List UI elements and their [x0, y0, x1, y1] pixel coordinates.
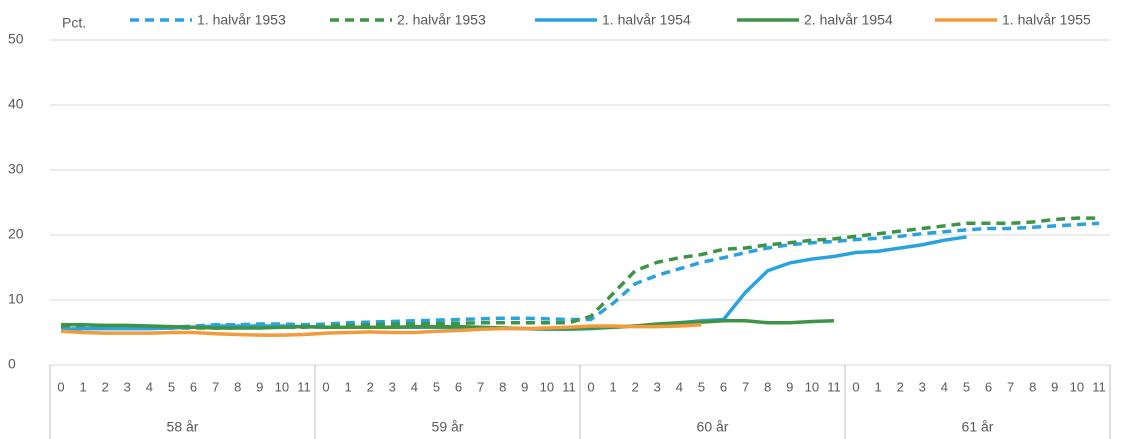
x-tick-label: 2 [102, 379, 109, 394]
x-tick-label: 6 [985, 379, 992, 394]
x-tick-label: 8 [1029, 379, 1036, 394]
y-tick-label: 30 [8, 161, 24, 177]
legend-label: 1. halvår 1954 [602, 12, 691, 28]
legend-label: 1. halvår 1955 [1002, 12, 1091, 28]
x-tick-label: 9 [521, 379, 528, 394]
x-tick-label: 7 [212, 379, 219, 394]
x-tick-label: 11 [297, 379, 311, 394]
x-tick-label: 1 [80, 379, 87, 394]
group-label: 61 år [962, 419, 994, 435]
x-tick-label: 4 [411, 379, 418, 394]
x-tick-label: 6 [190, 379, 197, 394]
x-tick-label: 3 [389, 379, 396, 394]
x-tick-label: 5 [698, 379, 705, 394]
x-tick-label: 6 [720, 379, 727, 394]
y-axis-label: Pct. [62, 15, 86, 31]
x-tick-label: 8 [499, 379, 506, 394]
group-label: 59 år [432, 419, 464, 435]
x-tick-label: 11 [562, 379, 576, 394]
series-line [60, 235, 967, 331]
x-tick-label: 5 [168, 379, 175, 394]
y-tick-label: 0 [8, 356, 16, 372]
x-tick-label: 11 [1092, 379, 1106, 394]
x-tick-label: 11 [827, 379, 841, 394]
x-tick-label: 0 [587, 379, 594, 394]
x-tick-label: 7 [1007, 379, 1014, 394]
x-tick-label: 1 [345, 379, 352, 394]
x-tick-label: 10 [275, 379, 289, 394]
x-tick-label: 9 [1051, 379, 1058, 394]
x-tick-label: 3 [124, 379, 131, 394]
x-tick-label: 9 [256, 379, 263, 394]
x-tick-label: 4 [941, 379, 948, 394]
series-line [61, 319, 835, 331]
x-tick-label: 5 [433, 379, 440, 394]
legend-label: 2. halvår 1953 [397, 12, 486, 28]
x-tick-label: 10 [1070, 379, 1084, 394]
x-tick-label: 4 [146, 379, 153, 394]
y-tick-label: 20 [8, 226, 24, 242]
x-tick-label: 3 [919, 379, 926, 394]
x-tick-label: 2 [897, 379, 904, 394]
x-tick-label: 4 [676, 379, 683, 394]
x-tick-label: 1 [610, 379, 617, 394]
x-tick-label: 9 [786, 379, 793, 394]
x-tick-label: 6 [455, 379, 462, 394]
x-tick-label: 8 [764, 379, 771, 394]
x-tick-label: 10 [540, 379, 554, 394]
x-tick-label: 2 [367, 379, 374, 394]
group-label: 60 år [697, 419, 729, 435]
group-label: 58 år [167, 419, 199, 435]
y-tick-label: 50 [8, 31, 24, 47]
x-tick-label: 7 [742, 379, 749, 394]
x-tick-label: 2 [632, 379, 639, 394]
series-line [60, 322, 702, 337]
x-tick-label: 3 [654, 379, 661, 394]
y-tick-label: 40 [8, 96, 24, 112]
x-tick-label: 5 [963, 379, 970, 394]
y-tick-label: 10 [8, 291, 24, 307]
x-tick-label: 0 [57, 379, 64, 394]
x-tick-label: 1 [875, 379, 882, 394]
x-tick-label: 10 [805, 379, 819, 394]
legend-label: 2. halvår 1954 [804, 12, 893, 28]
x-tick-label: 0 [322, 379, 329, 394]
legend-label: 1. halvår 1953 [197, 12, 286, 28]
x-tick-label: 8 [234, 379, 241, 394]
x-tick-label: 7 [477, 379, 484, 394]
x-tick-label: 0 [852, 379, 859, 394]
